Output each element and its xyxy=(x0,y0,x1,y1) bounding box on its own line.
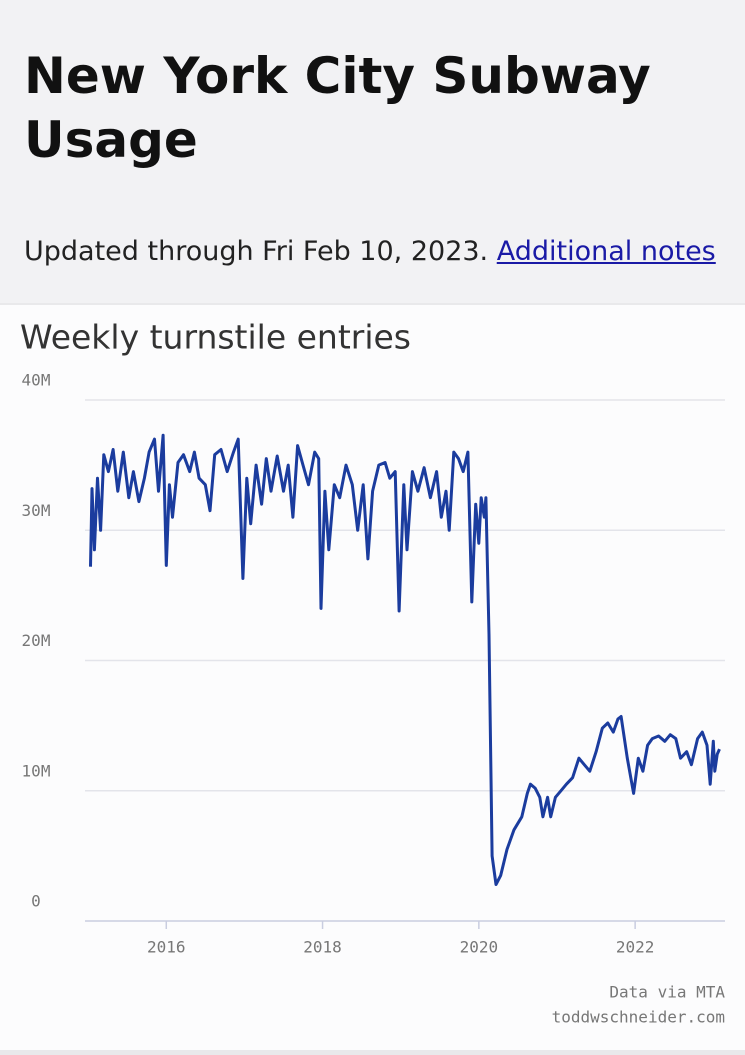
header: New York City Subway Usage Updated throu… xyxy=(0,0,745,303)
x-tick-label: 2016 xyxy=(147,938,186,957)
line xyxy=(89,433,721,886)
y-tick-label: 0 xyxy=(31,892,41,911)
chart: Weekly turnstile entries 0 10M 20M 30M 40M 20… xyxy=(20,318,725,1027)
x-tick-label: 2020 xyxy=(460,938,499,957)
notes-link[interactable]: Additional notes xyxy=(496,236,716,267)
update-line: Updated through Fri Feb 10, 2023. Additi… xyxy=(24,236,716,267)
update-text: Updated through Fri Feb 10, 2023. xyxy=(24,236,489,267)
y-tick-label: 10M xyxy=(22,761,51,780)
page-title: New York City Subway Usage xyxy=(24,47,651,169)
x-tick-label: 2022 xyxy=(616,938,655,957)
x-tick-label: 2018 xyxy=(303,938,342,957)
y-tick-label: 20M xyxy=(22,631,51,650)
chart-title: Weekly turnstile entries xyxy=(20,318,411,357)
y-tick-label: 40M xyxy=(22,371,51,390)
credit: toddwschneider.com xyxy=(552,1008,725,1027)
y-tick-label: 30M xyxy=(22,501,51,520)
chart-card: Weekly turnstile entries 0 10M 20M 30M 40M 20… xyxy=(0,305,745,1050)
credit: Data via MTA xyxy=(609,983,725,1002)
